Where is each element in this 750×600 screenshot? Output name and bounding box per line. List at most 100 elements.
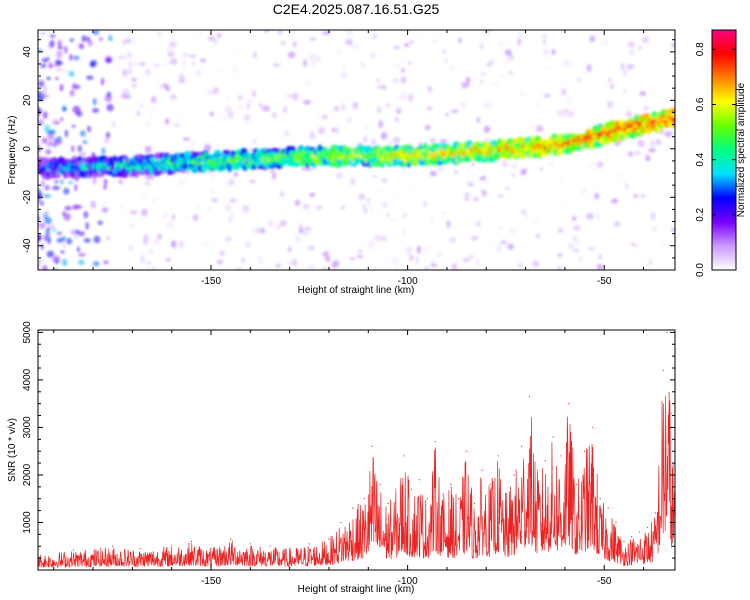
heatmap-speckle <box>45 184 50 191</box>
heatmap-speckle <box>404 42 410 48</box>
heatmap-speckle <box>42 265 48 270</box>
heatmap-speckle <box>400 92 407 100</box>
heatmap-speckle <box>310 60 316 67</box>
heatmap-speckle <box>85 222 89 230</box>
heatmap-speckle <box>499 180 504 189</box>
heatmap-speckle <box>450 109 459 113</box>
snr-peak-point <box>568 403 570 405</box>
heatmap-speckle <box>436 252 443 258</box>
heatmap-speckle <box>439 138 448 144</box>
heatmap-speckle <box>480 190 487 194</box>
heatmap-speckle <box>101 207 109 213</box>
heatmap-speckle <box>135 176 139 180</box>
heatmap-speckle <box>620 63 625 70</box>
heatmap-speckle <box>364 125 369 131</box>
snr-peak-point <box>552 436 554 438</box>
heatmap-speckle <box>143 234 149 240</box>
heatmap-speckle <box>169 206 173 212</box>
heatmap-speckle <box>646 157 651 161</box>
heatmap-speckle <box>548 161 555 167</box>
heatmap-speckle <box>594 192 600 200</box>
heatmap-speckle <box>224 237 233 242</box>
snr-peak-point <box>654 512 656 514</box>
colorbar-ticks: 0.0 0.2 0.4 0.6 0.8 <box>695 42 736 277</box>
heatmap-speckle <box>171 213 175 221</box>
heatmap-speckle <box>199 58 207 63</box>
heatmap-speckle <box>326 172 331 177</box>
heatmap-speckle <box>535 233 541 239</box>
heatmap-speckle <box>335 127 340 134</box>
heatmap-speckle <box>167 52 175 57</box>
heatmap-speckle <box>93 235 101 244</box>
heatmap-speckle <box>467 182 475 187</box>
heatmap-speckle <box>358 193 365 200</box>
heatmap-speckle <box>87 125 91 133</box>
snr-peak-point <box>210 548 212 550</box>
heatmap-speckle <box>224 105 232 114</box>
heatmap-speckle <box>463 192 471 198</box>
heatmap-speckle <box>353 43 360 50</box>
heatmap-speckle <box>408 254 414 262</box>
heatmap-speckle <box>144 67 152 76</box>
heatmap-speckle <box>142 238 149 245</box>
heatmap-speckle <box>140 255 145 263</box>
heatmap-speckle <box>627 151 634 158</box>
heatmap-speckle <box>92 176 96 185</box>
heatmap-speckle <box>264 105 271 112</box>
x-tick-label: -150 <box>201 276 221 287</box>
heatmap-speckle <box>409 39 414 45</box>
heatmap-speckle <box>479 43 484 50</box>
heatmap-speckle <box>361 204 367 209</box>
heatmap-speckle <box>499 240 508 245</box>
heatmap-speckle <box>637 140 645 148</box>
heatmap-speckle <box>92 108 100 113</box>
heatmap-speckle <box>85 75 94 80</box>
heatmap-speckle <box>445 182 454 186</box>
snr-peak-point <box>623 540 625 543</box>
heatmap-speckle <box>59 83 64 92</box>
heatmap-speckle <box>292 258 297 267</box>
heatmap-speckle <box>159 84 163 90</box>
heatmap-speckle <box>308 245 315 250</box>
heatmap-speckle <box>103 184 107 190</box>
heatmap-speckle <box>511 173 515 177</box>
colorbar-tick-label: 0.4 <box>695 152 706 166</box>
spectrogram-y-ticks: -40 -20 0 20 40 <box>22 39 675 271</box>
heatmap-speckle <box>451 263 457 270</box>
heatmap-speckle <box>532 260 540 268</box>
heatmap-speckle <box>55 67 64 72</box>
snr-peak-point <box>379 483 381 486</box>
heatmap-speckle <box>252 90 256 98</box>
snr-peak-point <box>666 331 668 333</box>
heatmap-speckle <box>286 260 295 266</box>
heatmap-speckle <box>417 235 425 240</box>
heatmap-speckle <box>586 213 594 220</box>
heatmap-speckle <box>535 102 540 106</box>
heatmap-speckle <box>363 135 368 143</box>
heatmap-speckle <box>151 198 157 204</box>
heatmap-speckle <box>624 182 629 190</box>
heatmap-speckle <box>203 144 212 152</box>
heatmap-speckle <box>139 103 144 108</box>
heatmap-speckle <box>422 200 428 208</box>
heatmap-speckle <box>374 189 382 194</box>
heatmap-speckle <box>356 254 364 259</box>
heatmap-speckle <box>504 186 510 191</box>
heatmap-speckle <box>259 102 263 109</box>
snr-peak-point <box>418 479 420 481</box>
heatmap-speckle <box>229 213 235 220</box>
heatmap-speckle <box>394 64 401 68</box>
heatmap-speckle <box>535 125 544 133</box>
y-tick-label: 40 <box>22 46 33 58</box>
heatmap-speckle <box>42 111 48 119</box>
heatmap-speckle <box>131 77 137 82</box>
heatmap-speckle <box>38 258 44 263</box>
heatmap-speckle <box>591 182 598 187</box>
heatmap-speckle <box>59 117 64 122</box>
heatmap-speckle <box>68 70 75 77</box>
heatmap-speckle <box>280 40 286 46</box>
heatmap-speckle <box>99 37 103 41</box>
heatmap-speckle <box>184 212 189 221</box>
y-tick-label: 1000 <box>22 511 33 534</box>
heatmap-speckle <box>373 33 377 40</box>
